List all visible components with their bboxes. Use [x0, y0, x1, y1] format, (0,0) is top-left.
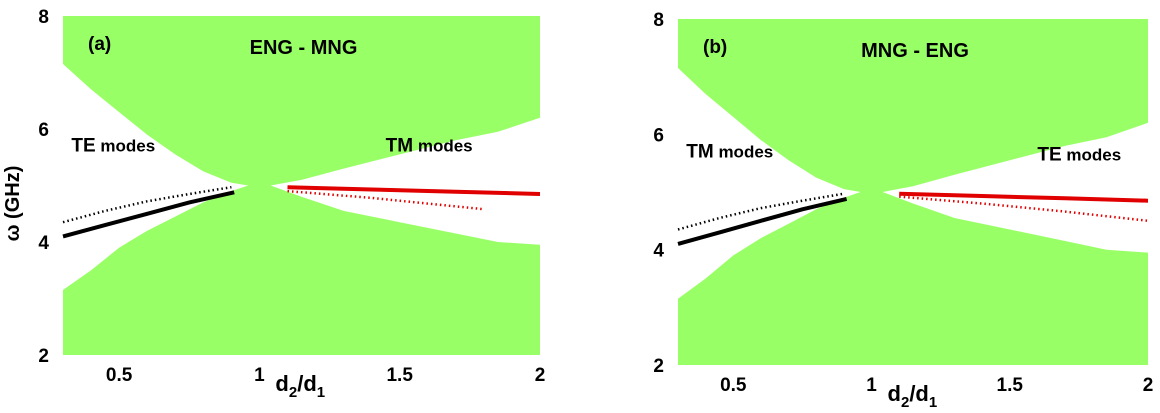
y-tick-label: 8: [653, 10, 664, 31]
region-label: TE modes: [1037, 144, 1121, 165]
y-tick-label: 2: [653, 356, 664, 377]
x-tick-label: 0.5: [106, 365, 133, 386]
x-axis-label-part: 1: [317, 384, 325, 401]
x-tick-label: 1.5: [386, 365, 413, 386]
x-axis-label-part: 2: [901, 394, 909, 411]
y-tick-label: 4: [38, 233, 49, 254]
region-label-rest: modes: [714, 142, 774, 161]
y-tick-label: 2: [38, 346, 49, 367]
y-tick-label: 4: [653, 241, 664, 262]
region-label-strong: TM: [686, 141, 713, 162]
region-label: TE modes: [71, 136, 155, 157]
x-tick-label: 1: [866, 375, 877, 396]
region-label-strong: TE: [71, 136, 95, 157]
x-tick-label: 0.5: [720, 375, 747, 396]
x-axis-label-part: 2: [289, 384, 297, 401]
x-axis-label-part: d: [888, 381, 901, 406]
x-axis-label: d2/d1: [275, 371, 325, 401]
region-label-rest: modes: [1062, 145, 1122, 164]
x-tick-label: 2: [535, 365, 546, 386]
x-tick-label: 1.5: [997, 375, 1024, 396]
x-axis-label-part: 1: [929, 394, 937, 411]
x-axis-label-part: d: [275, 371, 288, 396]
panel-label: (b): [703, 37, 727, 58]
chart-title: MNG - ENG: [861, 40, 969, 62]
y-axis-label: ω (GHz): [2, 166, 24, 242]
region-label-rest: modes: [96, 137, 156, 156]
region-label-rest: modes: [413, 137, 473, 156]
x-tick-label: 1: [254, 365, 265, 386]
region-label: TM modes: [686, 141, 773, 162]
region-label-strong: TM: [386, 136, 413, 157]
panel-label: (a): [88, 34, 111, 55]
chart-title: ENG - MNG: [250, 37, 358, 59]
y-tick-label: 8: [38, 7, 49, 28]
x-axis-label-part: /d: [297, 371, 317, 396]
y-tick-label: 6: [653, 125, 664, 146]
x-tick-label: 2: [1143, 375, 1154, 396]
x-axis-label: d2/d1: [888, 381, 938, 411]
y-tick-label: 6: [38, 120, 49, 141]
region-label: TM modes: [386, 136, 473, 157]
region-label-strong: TE: [1037, 144, 1061, 165]
x-axis-label-part: /d: [909, 381, 929, 406]
